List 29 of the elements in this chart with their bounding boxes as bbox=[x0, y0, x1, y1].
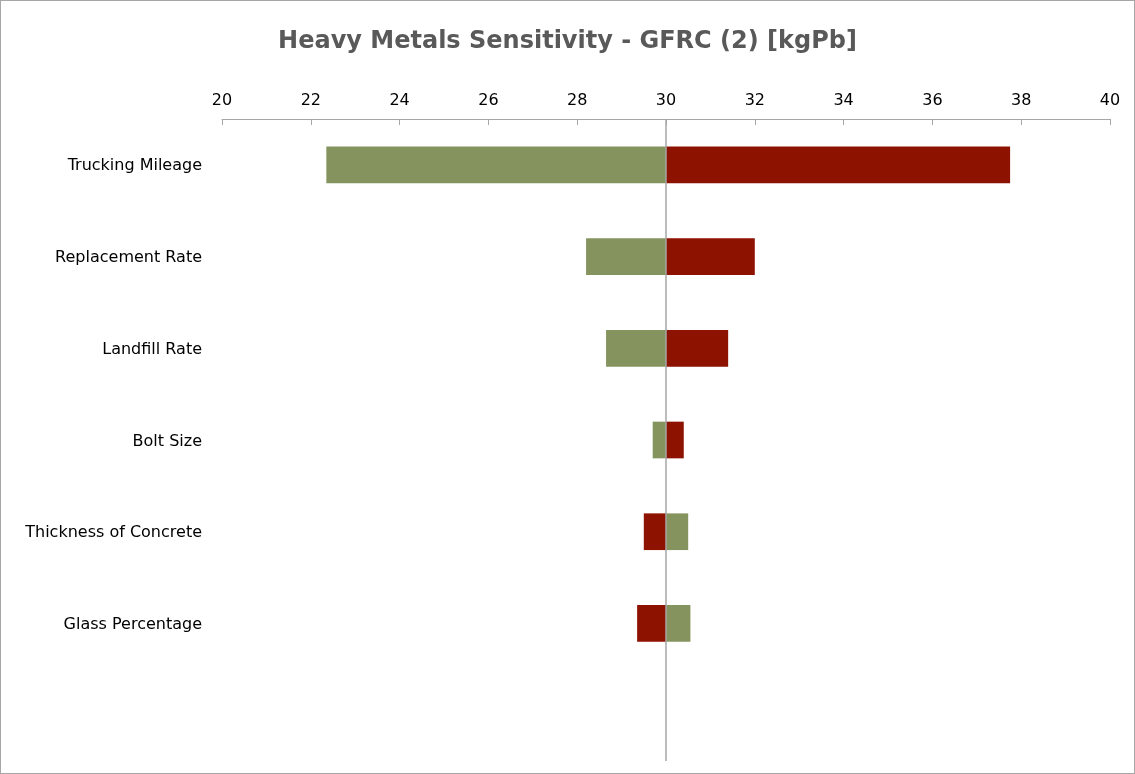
x-tick-label: 24 bbox=[389, 89, 410, 109]
bar bbox=[606, 329, 666, 367]
bar bbox=[666, 329, 729, 367]
x-tick-label: 28 bbox=[567, 89, 588, 109]
chart-title: Heavy Metals Sensitivity - GFRC (2) [kgPb] bbox=[278, 26, 857, 54]
bar bbox=[326, 146, 666, 184]
bar bbox=[666, 421, 684, 459]
y-tick-label: Trucking Mileage bbox=[66, 155, 202, 175]
y-tick-label: Landfill Rate bbox=[102, 338, 202, 358]
x-tick-label: 30 bbox=[655, 89, 677, 109]
bar bbox=[637, 605, 666, 642]
x-tick-label: 20 bbox=[211, 89, 233, 109]
x-tick-label: 22 bbox=[300, 89, 321, 109]
bar bbox=[666, 146, 1011, 184]
x-tick-label: 34 bbox=[833, 89, 854, 109]
y-tick-label: Replacement Rate bbox=[55, 247, 202, 267]
bar bbox=[666, 605, 691, 642]
x-tick-label: 36 bbox=[922, 89, 943, 109]
y-tick-label: Glass Percentage bbox=[63, 613, 202, 633]
bar bbox=[666, 238, 755, 275]
bar bbox=[586, 238, 666, 275]
x-tick-label: 26 bbox=[478, 89, 499, 109]
y-tick-label: Thickness of Concrete bbox=[24, 522, 202, 542]
bar bbox=[643, 513, 666, 551]
x-tick-label: 32 bbox=[744, 89, 765, 109]
x-tick-label: 40 bbox=[1099, 89, 1121, 109]
x-tick-label: 38 bbox=[1011, 89, 1032, 109]
y-tick-label: Bolt Size bbox=[132, 430, 202, 450]
bar bbox=[666, 513, 689, 551]
